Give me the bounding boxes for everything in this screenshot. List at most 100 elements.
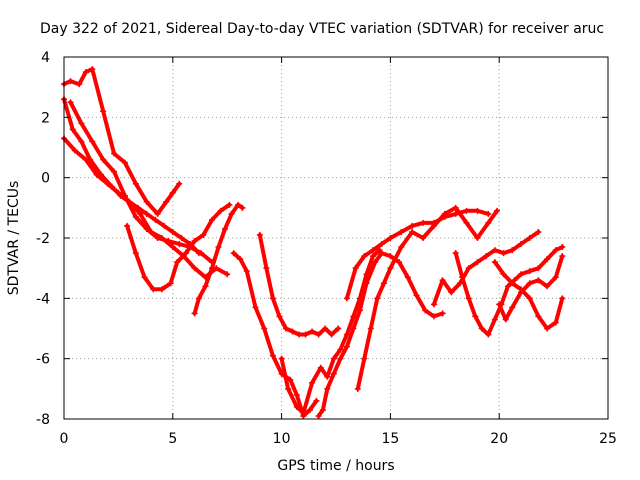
data-point	[369, 253, 376, 260]
series-track-14	[452, 244, 566, 338]
data-point	[191, 310, 198, 317]
data-point	[552, 319, 559, 326]
data-point	[328, 331, 335, 338]
data-point	[404, 274, 411, 281]
data-point	[82, 156, 89, 163]
series-track-8	[256, 231, 342, 338]
series-line	[62, 67, 182, 216]
data-point	[67, 78, 74, 85]
data-point	[76, 81, 83, 88]
y-tick-label: -4	[36, 291, 50, 307]
data-point	[143, 225, 150, 232]
data-point	[111, 150, 118, 157]
data-point	[420, 219, 427, 226]
data-point	[217, 207, 224, 214]
data-point	[356, 307, 363, 314]
data-point	[322, 325, 329, 332]
data-point	[226, 201, 233, 208]
data-point	[235, 201, 242, 208]
data-point	[100, 108, 107, 115]
data-point	[463, 219, 470, 226]
data-point	[350, 325, 357, 332]
data-point	[378, 241, 385, 248]
data-point	[93, 171, 100, 178]
series-track-11	[343, 207, 492, 302]
data-point	[376, 247, 383, 254]
y-axis-label: SDTVAR / TECUs	[6, 181, 22, 296]
series-line	[68, 100, 214, 265]
data-point	[317, 364, 324, 371]
data-point	[559, 244, 566, 251]
series-track-10	[315, 250, 446, 419]
data-point	[141, 274, 148, 281]
series-line	[192, 202, 245, 316]
data-point	[494, 207, 501, 214]
data-point	[398, 244, 405, 251]
x-tick-label: 25	[599, 431, 617, 447]
series-line	[231, 251, 319, 418]
data-point	[178, 235, 185, 241]
data-point	[163, 198, 170, 205]
data-point	[517, 271, 524, 278]
data-point	[289, 328, 296, 335]
data-point	[459, 274, 466, 281]
data-point	[369, 247, 376, 254]
data-point	[89, 138, 96, 145]
data-point	[330, 370, 337, 377]
y-tick-label: 4	[41, 50, 50, 66]
series-layer	[61, 66, 566, 419]
data-point	[169, 244, 176, 251]
data-point	[200, 231, 207, 238]
data-point	[465, 265, 472, 272]
data-point	[111, 168, 118, 175]
data-point	[282, 325, 289, 332]
data-point	[252, 304, 259, 311]
data-point	[496, 301, 503, 308]
data-point	[517, 241, 524, 248]
data-point	[191, 265, 198, 272]
data-point	[228, 210, 235, 217]
data-point	[78, 138, 85, 145]
data-point	[239, 204, 246, 211]
data-point	[343, 343, 350, 350]
data-point	[224, 271, 231, 278]
data-point	[121, 192, 128, 199]
data-point	[483, 253, 490, 260]
data-point	[285, 385, 292, 392]
data-point	[535, 265, 542, 272]
data-point	[82, 69, 89, 76]
data-point	[517, 289, 524, 296]
series-line	[257, 233, 341, 337]
series-line	[355, 205, 499, 391]
data-point	[500, 271, 507, 278]
data-point	[176, 180, 183, 187]
data-point	[132, 180, 139, 187]
x-tick-label: 10	[273, 431, 291, 447]
data-point	[559, 295, 566, 302]
data-point	[169, 228, 176, 235]
data-point	[465, 295, 472, 302]
chart-title: Day 322 of 2021, Sidereal Day-to-day VTE…	[40, 21, 604, 37]
data-point	[420, 235, 427, 241]
data-point	[71, 147, 78, 154]
data-point	[535, 228, 542, 235]
data-point	[372, 259, 379, 266]
data-point	[387, 265, 394, 272]
data-point	[409, 222, 416, 229]
data-point	[430, 313, 437, 320]
data-point	[300, 409, 307, 416]
y-tick-label: 2	[41, 110, 50, 126]
data-point	[396, 259, 403, 266]
x-tick-label: 0	[60, 431, 69, 447]
data-point	[154, 210, 161, 217]
data-point	[335, 325, 342, 332]
data-point	[485, 219, 492, 226]
data-point	[100, 156, 107, 163]
data-point	[269, 295, 276, 302]
data-point	[485, 331, 492, 338]
data-point	[89, 66, 96, 73]
data-point	[287, 376, 294, 383]
data-point	[182, 250, 189, 257]
data-point	[150, 286, 157, 293]
